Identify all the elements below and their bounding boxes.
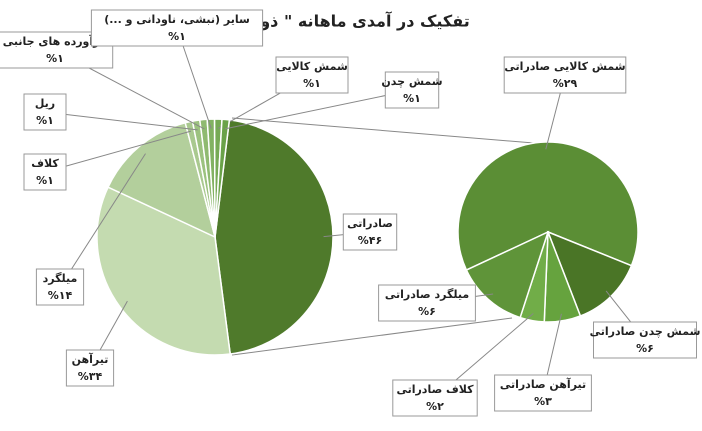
slice-label: میلگرد xyxy=(43,272,78,285)
slice-label: شمش کالایی xyxy=(276,60,348,73)
label-box xyxy=(593,321,697,359)
label-box xyxy=(378,284,476,322)
value-label: %۱ xyxy=(303,77,321,90)
slice-label: شمش چدن صادراتی xyxy=(590,325,701,338)
slice-label: کلاف صادراتی xyxy=(396,383,474,396)
value-label: %۱ xyxy=(36,174,54,187)
pie-slice xyxy=(465,230,550,319)
slice-label: تیرآهن صادراتی xyxy=(500,377,586,391)
pie-slice xyxy=(457,141,639,272)
label-box xyxy=(35,268,85,306)
slice-label: تیرآهن xyxy=(72,352,109,366)
chart-title: تفکیک در آمدی ماهانه " ذوب " xyxy=(230,11,470,31)
label-box xyxy=(23,93,67,131)
value-label: %۱۴ xyxy=(48,289,73,302)
label-box xyxy=(392,379,478,417)
value-label: %۱ xyxy=(46,52,64,65)
label-box xyxy=(90,9,264,47)
value-label: %۶ xyxy=(418,305,436,318)
connector xyxy=(231,317,513,356)
value-label: %۶ xyxy=(636,342,654,355)
slice-label: شمش کالایی صادراتی xyxy=(504,60,625,73)
label-box xyxy=(65,349,115,387)
value-label: %۳۴ xyxy=(78,370,103,383)
slice-label: سایر (نبشی، ناودانی و ...) xyxy=(104,13,250,26)
value-label: %۱ xyxy=(36,114,54,127)
value-label: %۱ xyxy=(403,92,421,105)
slice-label: ریل xyxy=(35,97,55,110)
pie-slice xyxy=(214,119,334,355)
leader-line xyxy=(44,111,198,131)
value-label: %۲۹ xyxy=(553,77,578,90)
value-label: %۱ xyxy=(168,30,186,43)
label-box xyxy=(503,56,627,94)
value-label: %۳ xyxy=(534,395,552,408)
leader-line xyxy=(224,89,413,130)
label-box xyxy=(342,213,398,251)
value-label: %۲ xyxy=(426,400,444,413)
pie-slice xyxy=(214,118,231,238)
value-label: %۴۶ xyxy=(358,234,382,247)
pie-slice xyxy=(107,121,217,239)
label-box xyxy=(23,153,67,191)
label-box xyxy=(384,71,440,109)
label-box xyxy=(494,374,592,412)
connector xyxy=(231,117,571,147)
slice-label: صادراتی xyxy=(347,217,393,230)
slice-label: فرآورده های جانبی xyxy=(3,34,107,48)
slice-label: کلاف xyxy=(31,157,59,170)
slice-label: میلگرد صادراتی xyxy=(385,288,469,301)
slice-label: شمش چدن xyxy=(381,75,442,88)
label-box xyxy=(275,56,349,94)
leader-line xyxy=(59,153,146,288)
pie-slice xyxy=(546,230,633,317)
leader-line xyxy=(44,130,192,173)
